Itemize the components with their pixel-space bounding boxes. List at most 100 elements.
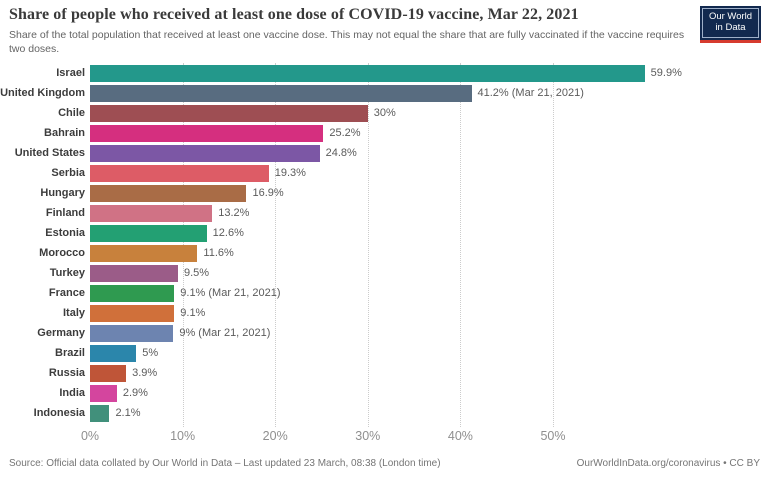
value-label: 3.9% [132, 367, 158, 379]
bar-track: 24.8% [90, 144, 768, 162]
x-axis: 0% 10% 20% 30% 40% 50% [0, 429, 768, 445]
owid-logo-line1: Our World [708, 11, 753, 23]
x-tick-label: 50% [540, 429, 566, 443]
bar-track: 59.9% [90, 64, 768, 82]
country-label: Hungary [40, 187, 85, 199]
bar-track: 16.9% [90, 184, 768, 202]
license-note: OurWorldInData.org/coronavirus • CC BY [576, 458, 760, 469]
source-note: Source: Official data collated by Our Wo… [9, 458, 441, 469]
country-label: Chile [58, 107, 85, 119]
value-label: 2.9% [122, 387, 148, 399]
bar-row: France 9.1% (Mar 21, 2021) [0, 283, 768, 303]
bar-row: Italy 9.1% [0, 303, 768, 323]
country-label: France [48, 287, 85, 299]
value-label: 9.1% [180, 307, 206, 319]
bar-row: Finland 13.2% [0, 203, 768, 223]
country-label: Brazil [55, 347, 85, 359]
bar-row: Hungary 16.9% [0, 183, 768, 203]
value-label: 19.3% [274, 167, 306, 179]
bar-row: Morocco 11.6% [0, 243, 768, 263]
bar[interactable] [90, 324, 174, 342]
x-tick-label: 40% [447, 429, 473, 443]
value-label: 11.6% [203, 247, 234, 259]
bar[interactable] [90, 204, 213, 222]
bar[interactable] [90, 164, 269, 182]
value-label: 16.9% [252, 187, 284, 199]
bar[interactable] [90, 64, 645, 82]
x-tick-label: 20% [262, 429, 288, 443]
country-label: Serbia [51, 167, 85, 179]
country-label: Morocco [39, 247, 85, 259]
chart-title: Share of people who received at least on… [9, 6, 579, 23]
value-label: 30% [373, 107, 396, 119]
country-label: United States [14, 147, 85, 159]
value-label: 12.6% [212, 227, 244, 239]
bar-row: Brazil 5% [0, 343, 768, 363]
bar[interactable] [90, 344, 137, 362]
bar[interactable] [90, 264, 178, 282]
bar[interactable] [90, 184, 247, 202]
bar-row: Israel 59.9% [0, 63, 768, 83]
bar[interactable] [90, 244, 198, 262]
bar-track: 11.6% [90, 244, 768, 262]
owid-logo-line2: in Data [715, 22, 746, 33]
value-label: 25.2% [329, 127, 361, 139]
owid-logo-text: Our World in Data [702, 8, 759, 38]
bar-track: 25.2% [90, 124, 768, 142]
bar-track: 12.6% [90, 224, 768, 242]
bar[interactable] [90, 104, 368, 122]
bar-track: 2.9% [90, 384, 768, 402]
bar[interactable] [90, 284, 175, 302]
chart-footer: Source: Official data collated by Our Wo… [9, 458, 760, 469]
bar[interactable] [90, 224, 207, 242]
bar-row: Serbia 19.3% [0, 163, 768, 183]
bar[interactable] [90, 404, 110, 422]
bar[interactable] [90, 84, 472, 102]
bar-track: 9.5% [90, 264, 768, 282]
bar-track: 3.9% [90, 364, 768, 382]
value-label: 9.5% [183, 267, 210, 279]
bar-track: 2.1% [90, 404, 768, 422]
bar-row: Estonia 12.6% [0, 223, 768, 243]
bar-row: United States 24.8% [0, 143, 768, 163]
bar-track: 30% [90, 104, 768, 122]
bar-row: Indonesia 2.1% [0, 403, 768, 423]
country-label: Turkey [49, 267, 85, 279]
bar[interactable] [90, 144, 320, 162]
bar-track: 41.2% (Mar 21, 2021) [90, 84, 768, 102]
value-label: 9% (Mar 21, 2021) [179, 327, 271, 339]
country-label: Russia [48, 367, 85, 379]
bar-track: 5% [90, 344, 768, 362]
bar[interactable] [90, 384, 117, 402]
country-label: Israel [56, 67, 85, 79]
bar-track: 9.1% (Mar 21, 2021) [90, 284, 768, 302]
bar-track: 9.1% [90, 304, 768, 322]
bar[interactable] [90, 124, 324, 142]
bar-row: Russia 3.9% [0, 363, 768, 383]
value-label: 41.2% (Mar 21, 2021) [477, 87, 584, 99]
value-label: 9.1% (Mar 21, 2021) [180, 287, 281, 299]
bar-row: Bahrain 25.2% [0, 123, 768, 143]
bar-track: 13.2% [90, 204, 768, 222]
owid-logo[interactable]: Our World in Data [700, 6, 761, 43]
country-label: United Kingdom [0, 87, 85, 99]
value-label: 2.1% [115, 407, 141, 419]
bar-rows: Israel 59.9% United Kingdom 41.2% (Mar 21, … [0, 63, 768, 423]
bar-row: Chile 30% [0, 103, 768, 123]
country-label: Italy [62, 307, 85, 319]
country-label: Bahrain [44, 127, 85, 139]
country-label: Estonia [45, 227, 85, 239]
country-label: Germany [37, 327, 85, 339]
bar[interactable] [90, 304, 175, 322]
bar[interactable] [90, 364, 127, 382]
value-label: 59.9% [650, 67, 682, 79]
x-tick-label: 0% [80, 429, 100, 443]
x-tick-label: 30% [355, 429, 381, 443]
bar-track: 19.3% [90, 164, 768, 182]
chart-subtitle: Share of the total population that recei… [9, 29, 685, 56]
value-label: 24.8% [325, 147, 357, 159]
x-tick-label: 10% [170, 429, 196, 443]
bar-row: India 2.9% [0, 383, 768, 403]
bar-track: 9% (Mar 21, 2021) [90, 324, 768, 342]
